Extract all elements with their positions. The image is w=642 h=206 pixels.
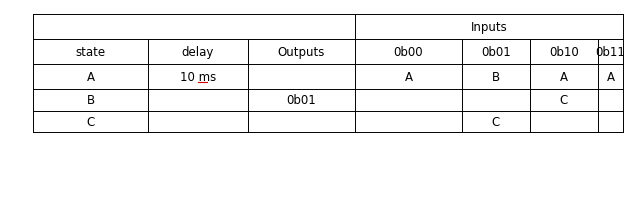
Text: 0b00: 0b00 bbox=[394, 46, 423, 59]
Text: B: B bbox=[492, 71, 500, 84]
Text: Outputs: Outputs bbox=[278, 46, 325, 59]
Text: A: A bbox=[87, 71, 94, 84]
Text: delay: delay bbox=[182, 46, 214, 59]
Text: C: C bbox=[87, 115, 94, 128]
Text: B: B bbox=[87, 94, 94, 107]
Text: 10 ms: 10 ms bbox=[180, 71, 216, 84]
Text: C: C bbox=[492, 115, 500, 128]
Text: 0b10: 0b10 bbox=[549, 46, 579, 59]
Text: 0b01: 0b01 bbox=[286, 94, 317, 107]
Text: 0b01: 0b01 bbox=[481, 46, 511, 59]
Text: A: A bbox=[560, 71, 568, 84]
Text: Inputs: Inputs bbox=[471, 21, 507, 34]
Text: A: A bbox=[607, 71, 614, 84]
Text: 0b11: 0b11 bbox=[596, 46, 625, 59]
Text: A: A bbox=[404, 71, 413, 84]
Text: state: state bbox=[76, 46, 105, 59]
Text: C: C bbox=[560, 94, 568, 107]
